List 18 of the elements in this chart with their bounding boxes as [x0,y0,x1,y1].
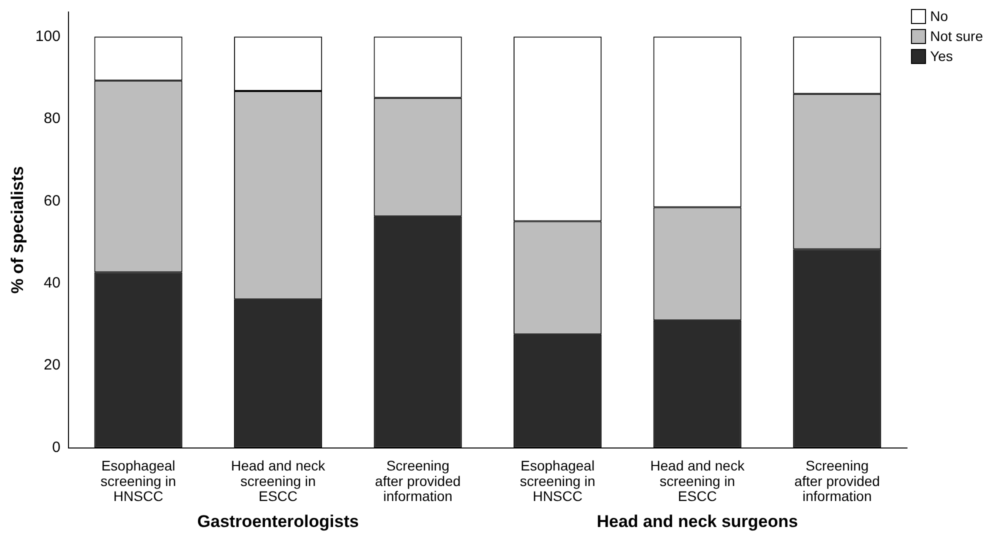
text: Head and neck surgeons [596,512,798,532]
y-tick-label: 0 [52,438,60,456]
x-tick-label: Esophageal screening in HNSCC [100,457,176,504]
legend-label: Yes [930,48,953,64]
x-tick-label: Head and neck screening in ESCC [230,457,326,504]
y-tick-label: 80 [44,110,60,128]
text: No [930,8,948,24]
y-tick-label: 60 [44,192,60,210]
x-tick-label: Esophageal screening in HNSCC [520,457,596,504]
x-tick-label: Head and neck screening in ESCC [650,457,746,504]
x-tick-label: Screening after provided information [794,457,880,504]
y-tick-label: 40 [44,274,60,292]
y-tick-label: 20 [44,356,60,374]
y-axis-title: % of specialists [8,166,27,294]
x-tick-label: Screening after provided information [375,457,461,504]
y-tick-label: 100 [35,28,60,45]
legend-label: Not sure [930,28,983,44]
text: Gastroenterologists [197,512,359,532]
